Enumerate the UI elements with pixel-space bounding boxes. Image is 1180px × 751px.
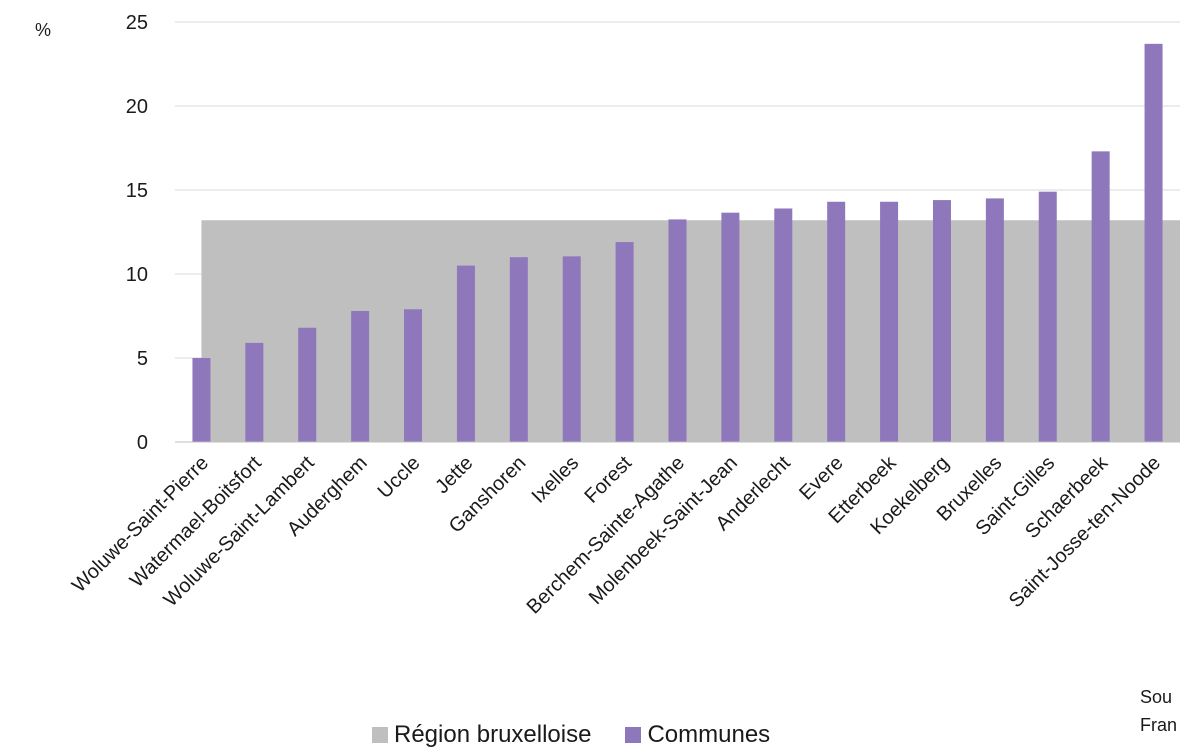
bar-6 — [509, 257, 528, 442]
bar-13 — [880, 201, 899, 442]
legend-item-region: Région bruxelloise — [372, 721, 591, 749]
x-tick-labels: Woluwe-Saint-PierreWatermael-BoitsfortWo… — [68, 451, 1165, 618]
region-area — [201, 220, 1180, 442]
bar-11 — [774, 208, 793, 442]
commune-bars — [192, 43, 1163, 443]
source-line-1: Sou — [1140, 687, 1173, 707]
bar-18 — [1144, 43, 1163, 443]
bar-10 — [721, 212, 740, 442]
legend-swatch-communes — [625, 727, 642, 743]
y-tick-label: 15 — [126, 180, 148, 202]
region-area-fill — [201, 220, 1180, 442]
y-unit-label: % — [35, 20, 51, 40]
source-note: Sou Fran — [1140, 683, 1177, 739]
bar-4 — [404, 309, 423, 442]
legend-label-region: Région bruxelloise — [394, 721, 592, 748]
x-tick-label: Jette — [431, 452, 477, 498]
y-tick-label: 0 — [137, 432, 148, 454]
y-tick-label: 5 — [137, 348, 148, 370]
y-tick-label: 25 — [126, 12, 148, 34]
bar-1 — [245, 342, 264, 442]
legend-label-communes: Communes — [647, 721, 771, 748]
bar-9 — [668, 219, 687, 442]
bar-17 — [1091, 151, 1110, 443]
bar-14 — [932, 200, 951, 442]
source-line-2: Fran — [1140, 715, 1178, 735]
bar-15 — [985, 198, 1004, 442]
bar-8 — [615, 242, 634, 442]
bar-16 — [1038, 191, 1057, 442]
bar-12 — [827, 201, 846, 442]
x-tick-label: Uccle — [374, 452, 425, 503]
bar-3 — [351, 310, 370, 442]
legend-item-communes: Communes — [625, 721, 770, 749]
y-tick-labels: 0 5 10 15 20 25 — [126, 12, 148, 454]
legend: Région bruxelloise Communes — [372, 721, 804, 749]
bar-5 — [456, 265, 475, 442]
y-tick-label: 10 — [126, 264, 148, 286]
x-tick-label: Ixelles — [528, 452, 584, 508]
bar-2 — [298, 327, 317, 442]
bar-7 — [562, 256, 581, 442]
legend-swatch-region — [372, 727, 388, 743]
y-tick-label: 20 — [126, 96, 148, 118]
bar-0 — [192, 358, 211, 442]
